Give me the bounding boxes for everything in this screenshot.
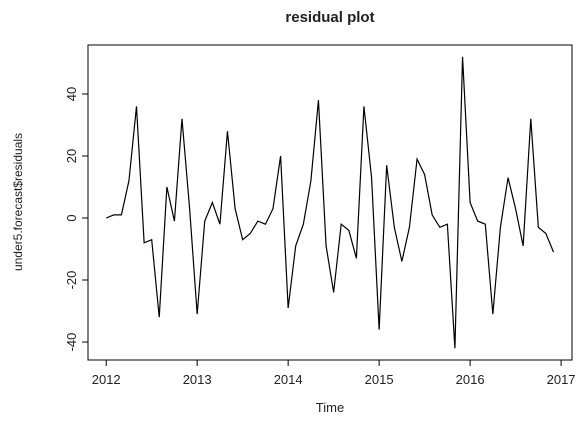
x-tick-label: 2013 bbox=[183, 372, 212, 387]
x-tick-label: 2017 bbox=[547, 372, 576, 387]
chart-title: residual plot bbox=[285, 9, 374, 26]
y-tick-label: 0 bbox=[64, 214, 79, 221]
y-axis-label: under5.forecast$residuals bbox=[11, 133, 25, 271]
series-line bbox=[105, 56, 555, 349]
y-tick-label: -40 bbox=[64, 333, 79, 352]
x-tick-label: 2012 bbox=[92, 372, 121, 387]
plot-box bbox=[87, 44, 573, 361]
y-tick-label: 20 bbox=[64, 149, 79, 163]
x-axis-label: Time bbox=[316, 400, 344, 415]
y-tick-label: 40 bbox=[64, 87, 79, 101]
x-tick-label: 2014 bbox=[274, 372, 303, 387]
x-tick-label: 2015 bbox=[365, 372, 394, 387]
y-tick-label: -20 bbox=[64, 271, 79, 290]
x-tick-label: 2016 bbox=[456, 372, 485, 387]
